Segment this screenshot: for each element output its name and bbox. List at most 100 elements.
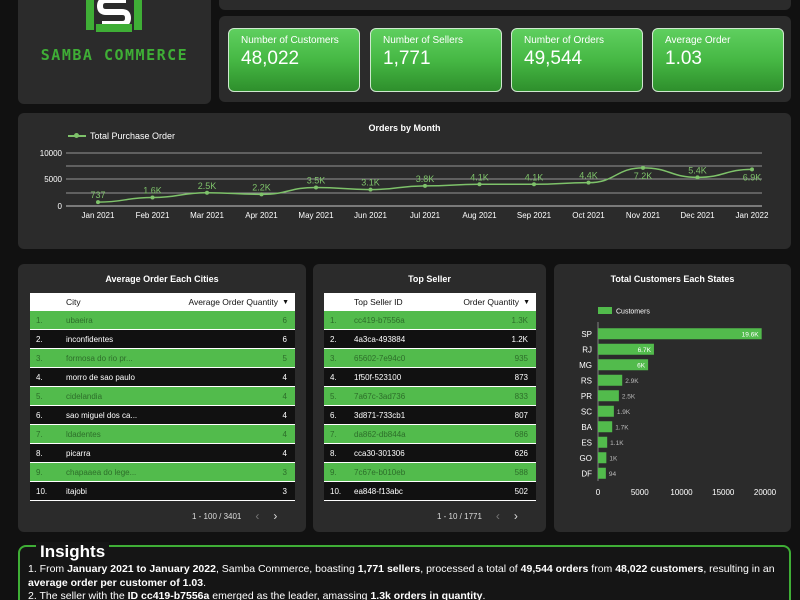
data-point[interactable]	[150, 195, 155, 200]
row-index: 6.	[330, 410, 337, 420]
bar[interactable]	[598, 328, 762, 340]
qty-cell: 935	[514, 353, 528, 363]
data-point[interactable]	[259, 192, 264, 197]
kpi-orders: Number of Orders 49,544	[511, 28, 643, 92]
bar[interactable]	[598, 343, 654, 355]
data-point[interactable]	[641, 165, 645, 170]
data-label: 2.5K	[198, 181, 217, 191]
chevron-left-icon[interactable]: ‹	[495, 509, 500, 523]
table-row[interactable]: 8. cca30-301306 626	[324, 444, 536, 463]
data-point[interactable]	[477, 182, 482, 187]
table-row[interactable]: 4. 1f50f-523100 873	[324, 368, 536, 387]
row-index: 1.	[330, 315, 337, 325]
seller-id-cell: ea848-f13abc	[354, 486, 403, 496]
table-row[interactable]: 5. 7a67c-3ad736 833	[324, 387, 536, 406]
table-row[interactable]: 7. da862-db844a 686	[324, 425, 536, 444]
city-cell: formosa do rio pr...	[66, 353, 133, 363]
data-label: 1K	[609, 455, 618, 462]
kpi-label: Average Order	[665, 35, 731, 46]
category-label: SP	[581, 330, 592, 339]
data-point[interactable]	[423, 183, 427, 188]
x-tick-label: Feb 2021	[136, 211, 170, 220]
column-header-qty[interactable]: Average Order Quantity	[188, 297, 279, 307]
bar[interactable]	[598, 436, 608, 448]
bar[interactable]	[598, 390, 619, 402]
column-header-qty[interactable]: Order Quantity	[463, 297, 520, 307]
qty-cell: 6	[282, 334, 287, 344]
data-label: 5.4K	[688, 165, 707, 175]
sort-desc-icon[interactable]: ▼	[282, 298, 289, 306]
table-header: City Average Order Quantity ▼	[30, 293, 295, 311]
data-label: 4.4K	[579, 171, 598, 181]
samba-logo-icon	[86, 0, 142, 32]
panel-title: Average Order Each Cities	[105, 274, 219, 284]
row-index: 9.	[330, 467, 337, 477]
table-row[interactable]: 8. picarra 4	[30, 444, 295, 463]
data-point[interactable]	[532, 182, 536, 187]
qty-cell: 833	[514, 391, 528, 401]
data-point[interactable]	[205, 190, 209, 195]
data-point[interactable]	[96, 200, 100, 205]
data-label: 6.7K	[638, 347, 652, 354]
data-point[interactable]	[368, 187, 373, 192]
column-header-seller-id[interactable]: Top Seller ID	[354, 297, 403, 307]
data-point[interactable]	[586, 180, 591, 185]
qty-cell: 6	[282, 315, 287, 325]
table-row[interactable]: 7. ldadentes 4	[30, 425, 295, 444]
chevron-right-icon[interactable]: ›	[273, 509, 278, 523]
table-row[interactable]: 1. ubaeira 6	[30, 311, 295, 330]
qty-cell: 5	[282, 353, 287, 363]
seller-id-cell: 65602-7e94c0	[354, 353, 406, 363]
seller-table-panel: Top Seller Top Seller ID Order Quantity …	[313, 264, 546, 532]
city-cell: ldadentes	[66, 429, 101, 439]
table-row[interactable]: 10. ea848-f13abc 502	[324, 482, 536, 501]
qty-cell: 4	[282, 448, 287, 458]
table-row[interactable]: 3. 65602-7e94c0 935	[324, 349, 536, 368]
bar[interactable]	[598, 452, 607, 464]
sort-desc-icon[interactable]: ▼	[523, 298, 530, 306]
table-row[interactable]: 1. cc419-b7556a 1.3K	[324, 311, 536, 330]
data-label: 19.6K	[742, 331, 760, 338]
table-row[interactable]: 9. 7c67e-b010eb 588	[324, 463, 536, 482]
data-label: 1.9K	[617, 409, 631, 416]
seller-id-cell: 3d871-733cb1	[354, 410, 406, 420]
table-row[interactable]: 6. 3d871-733cb1 807	[324, 406, 536, 425]
data-point[interactable]	[314, 185, 318, 190]
city-cell: picarra	[66, 448, 91, 458]
pagination: 1 - 100 / 3401 ‹ ›	[192, 509, 277, 523]
chevron-left-icon[interactable]: ‹	[255, 509, 260, 523]
x-tick-label: May 2021	[298, 211, 334, 220]
qty-cell: 807	[514, 410, 528, 420]
bar[interactable]	[598, 421, 613, 433]
bar[interactable]	[598, 405, 614, 417]
x-tick-label: Jan 2021	[82, 211, 115, 220]
bar[interactable]	[598, 374, 623, 386]
row-index: 7.	[330, 429, 337, 439]
brand-name: SAMBA COMMERCE	[40, 46, 189, 64]
chevron-right-icon[interactable]: ›	[513, 509, 518, 523]
row-index: 2.	[36, 334, 43, 344]
row-index: 1.	[36, 315, 43, 325]
data-label: 3.5K	[307, 175, 326, 185]
chart-legend[interactable]: Total Purchase Order	[68, 131, 175, 141]
table-row[interactable]: 9. chapaaea do lege... 3	[30, 463, 295, 482]
column-header-city[interactable]: City	[66, 297, 81, 307]
bar[interactable]	[598, 359, 649, 371]
data-label: 1.1K	[610, 440, 624, 447]
table-row[interactable]: 6. sao miguel dos ca... 4	[30, 406, 295, 425]
table-row[interactable]: 2. inconfidentes 6	[30, 330, 295, 349]
table-row[interactable]: 2. 4a3ca-493884 1.2K	[324, 330, 536, 349]
orders-chart-panel: Orders by Month Total Purchase Order 100…	[18, 113, 791, 249]
table-row[interactable]: 4. morro de sao paulo 4	[30, 368, 295, 387]
data-point[interactable]	[695, 175, 700, 180]
data-point[interactable]	[750, 167, 754, 172]
seller-id-cell: 4a3ca-493884	[354, 334, 406, 344]
bar[interactable]	[598, 467, 606, 479]
x-tick-label: Sep 2021	[517, 211, 552, 220]
category-label: MG	[579, 361, 592, 370]
table-row[interactable]: 10. itajobi 3	[30, 482, 295, 501]
legend-line-icon	[68, 133, 86, 138]
x-tick-label: 15000	[712, 488, 735, 497]
table-row[interactable]: 5. cidelandia 4	[30, 387, 295, 406]
table-row[interactable]: 3. formosa do rio pr... 5	[30, 349, 295, 368]
